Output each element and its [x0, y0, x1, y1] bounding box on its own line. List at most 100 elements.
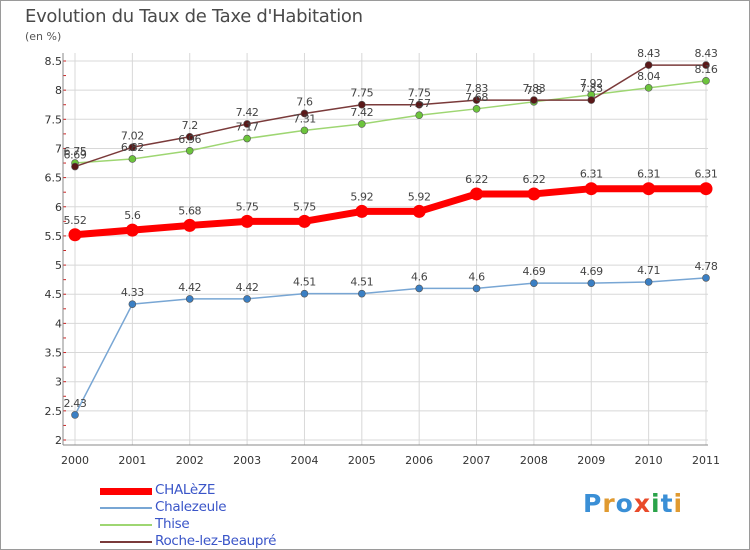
data-point	[472, 105, 481, 113]
legend-swatch	[100, 541, 152, 543]
legend-item: Chalezeule	[100, 499, 400, 516]
x-tick-label: 2000	[61, 454, 89, 467]
data-point	[412, 204, 426, 218]
y-tick-label: 2	[55, 434, 62, 447]
data-point	[644, 61, 653, 69]
y-tick-label: 4	[55, 317, 62, 330]
data-label: 8.43	[637, 47, 660, 60]
y-tick-label: 5	[55, 259, 62, 272]
data-point	[527, 187, 541, 201]
data-label: 7.8	[526, 84, 543, 97]
data-label: 7.42	[236, 106, 259, 119]
data-point	[472, 284, 481, 293]
data-point	[128, 143, 137, 152]
data-label: 6.22	[465, 173, 488, 186]
proxiti-logo: Proxiti	[583, 489, 683, 518]
data-point	[644, 84, 653, 92]
data-label: 7.83	[522, 82, 545, 95]
data-point	[530, 279, 538, 287]
data-label: 4.69	[522, 265, 545, 278]
data-point	[300, 289, 309, 298]
x-tick-label: 2006	[405, 454, 433, 467]
data-point	[243, 134, 251, 143]
data-point	[71, 411, 79, 419]
data-label: 6.75	[64, 145, 87, 158]
data-label: 4.42	[178, 281, 201, 294]
data-point	[125, 223, 139, 237]
x-tick-label: 2011	[692, 454, 720, 467]
data-point	[587, 279, 596, 287]
data-point	[472, 96, 481, 104]
data-point	[415, 111, 423, 120]
x-tick-label: 2005	[348, 454, 376, 467]
data-label: 2.43	[64, 397, 87, 410]
data-point	[297, 214, 311, 228]
data-label: 7.31	[293, 112, 316, 125]
data-label: 4.51	[293, 276, 316, 289]
data-point	[587, 96, 596, 104]
data-label: 4.42	[236, 281, 259, 294]
data-label: 5.75	[293, 200, 316, 213]
logo-letter: P	[583, 489, 603, 518]
data-point	[584, 182, 598, 196]
y-tick-label: 4.5	[45, 288, 63, 301]
data-point	[71, 162, 79, 171]
data-point	[185, 146, 194, 155]
data-label: 4.69	[580, 265, 603, 278]
data-point	[642, 182, 656, 196]
data-label: 4.71	[637, 264, 660, 277]
y-tick-label: 8	[55, 84, 62, 97]
x-tick-label: 2008	[520, 454, 548, 467]
legend-label: Roche-lez-Beaupré	[155, 533, 277, 549]
legend-swatch	[100, 487, 152, 495]
data-point	[355, 204, 369, 218]
data-label: 6.69	[64, 149, 87, 162]
data-label: 7.75	[350, 87, 373, 100]
data-point	[415, 284, 423, 293]
data-label: 8.04	[637, 70, 660, 83]
data-label: 6.22	[522, 173, 545, 186]
data-point	[185, 133, 194, 141]
y-tick-label: 2.5	[45, 405, 63, 418]
y-tick-label: 7	[55, 142, 62, 155]
data-point	[128, 300, 137, 308]
data-label: 5.6	[124, 209, 141, 222]
line-chart: 2 2.5 3 3.5 4 4.5 5 5.5 6 6.5 7 7.5 8 8.5 2000 2001 2002…	[45, 47, 721, 467]
data-point	[699, 182, 713, 196]
data-point	[358, 120, 366, 128]
data-label: 7.17	[236, 121, 259, 134]
data-point	[358, 100, 366, 109]
legend-swatch	[100, 507, 152, 509]
data-label: 8.43	[695, 47, 718, 60]
y-tick-label: 3	[55, 376, 62, 389]
logo-letter: r	[602, 489, 616, 518]
x-tick-label: 2001	[118, 454, 146, 467]
data-label: 5.52	[64, 214, 87, 227]
legend-item: Roche-lez-Beaupré	[100, 533, 400, 550]
y-tick-label: 7.5	[45, 113, 63, 126]
legend: CHALèZE Chalezeule Thise Roche-lez-Beaupré	[100, 482, 400, 550]
data-label: 5.92	[350, 190, 373, 203]
data-label: 4.33	[121, 286, 144, 299]
data-point	[702, 77, 710, 85]
data-label: 5.68	[178, 204, 201, 217]
data-label: 7.83	[465, 82, 488, 95]
data-label: 7.02	[121, 129, 144, 142]
x-tick-label: 2004	[290, 454, 318, 467]
x-tick-label: 2009	[577, 454, 605, 467]
data-label: 6.31	[637, 168, 660, 181]
data-label: 5.75	[236, 200, 259, 213]
series-line	[74, 64, 707, 168]
data-label: 7.2	[182, 119, 198, 132]
data-label: 6.82	[121, 141, 144, 154]
y-tick-label: 8.5	[45, 55, 63, 68]
logo-letter: i	[673, 489, 684, 518]
logo-letter: x	[633, 489, 651, 518]
data-point	[128, 155, 137, 163]
data-point	[358, 289, 366, 298]
data-point	[68, 228, 82, 242]
data-label: 4.78	[695, 260, 718, 273]
data-label: 7.75	[408, 87, 431, 100]
y-tick-label: 3.5	[45, 347, 63, 360]
data-label: 7.68	[465, 91, 488, 104]
